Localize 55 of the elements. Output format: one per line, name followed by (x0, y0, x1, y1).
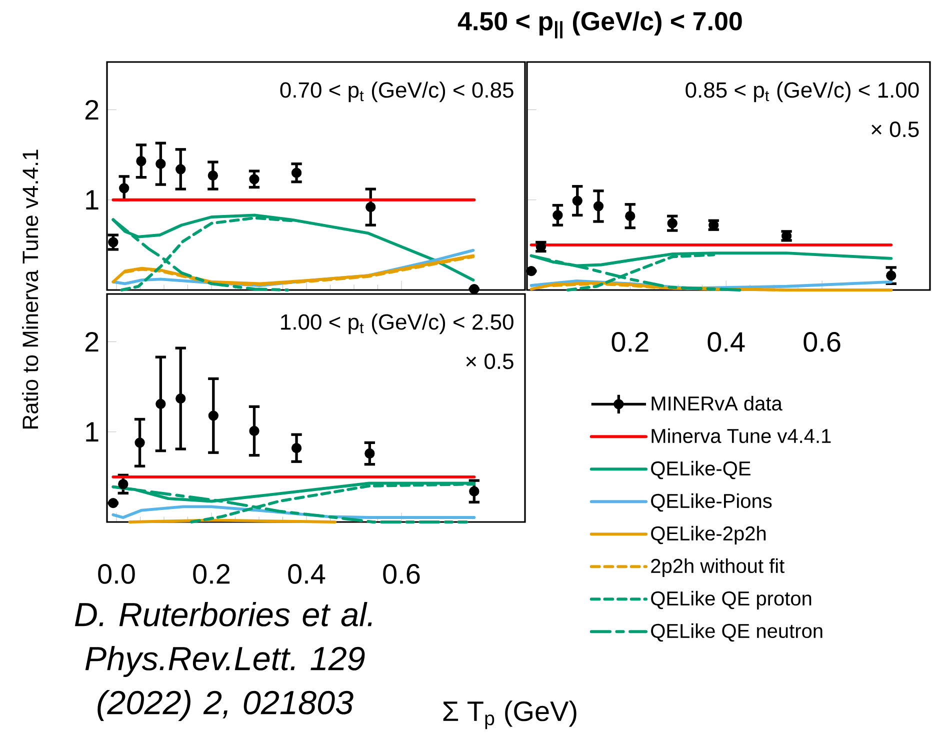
x-axis-title: Σ T$_{p}$ (GeV) (443, 700, 576, 730)
point (176, 393, 186, 404)
point (118, 479, 128, 490)
legend-label: MINERvA data (652, 396, 782, 411)
point (886, 270, 896, 281)
point (469, 486, 480, 496)
x-tick-label: 0.4 (708, 332, 745, 352)
legend-label: QELike-QE (651, 460, 750, 480)
legend-label: QELike QE proton (651, 590, 812, 610)
point (526, 266, 536, 276)
y-tick-label: 1 (86, 190, 98, 210)
point (667, 218, 678, 228)
legend-label: QELike-Pions (651, 493, 772, 512)
text: D. Ruterbories et al. Phys.Rev.Lett. 129 (2022) 2, 021803 (74, 602, 372, 721)
point (208, 170, 218, 181)
point (249, 174, 260, 184)
point (119, 183, 130, 194)
point (366, 202, 376, 212)
point (593, 201, 604, 212)
x-tick-label: 0.0 (98, 564, 135, 584)
point (291, 168, 302, 178)
annotation: 0.85 < p$_{t}$ (GeV/c) < 1.00 (686, 82, 919, 102)
text: 4.50 < p$_{||}$ (GeV/c) < 7.00 (458, 11, 742, 38)
point (572, 196, 582, 206)
point (156, 398, 166, 410)
annotation: 0.70 < p$_{t}$ (GeV/c) < 0.85 (280, 82, 514, 102)
point (208, 410, 218, 421)
annotation: 1.00 < p$_{t}$ (GeV/c) < 2.50 (281, 314, 514, 334)
x-tick-label: 0.6 (804, 332, 840, 352)
point (176, 164, 186, 174)
legend-label: QELike-2p2h (651, 526, 766, 545)
x-tick-label: 0.6 (383, 564, 420, 584)
point (364, 448, 375, 459)
legend-label: Minerva Tune v4.4.1 (652, 428, 831, 444)
point (552, 210, 563, 220)
y-tick-label: 1 (86, 422, 98, 442)
x-tick-label: 0.2 (193, 564, 230, 584)
point (249, 426, 260, 436)
x-tick-label: 0.2 (612, 332, 648, 352)
point (108, 498, 118, 508)
point (469, 284, 480, 294)
y-tick-label: 2 (85, 100, 98, 120)
point (625, 211, 636, 222)
annotation: × 0.5 (872, 122, 919, 138)
point (134, 438, 145, 448)
y-axis-title: Ratio to Minerva Tune v4.4.1 (22, 150, 38, 428)
legend-label: QELike QE neutron (651, 623, 822, 642)
x-tick-label: 0.4 (288, 564, 326, 584)
legend-label: 2p2h without fit (651, 558, 784, 578)
point (291, 443, 302, 454)
point (156, 158, 166, 169)
annotation: × 0.5 (466, 354, 514, 370)
y-tick-label: 2 (85, 332, 98, 352)
point (108, 237, 118, 248)
point (136, 156, 146, 166)
